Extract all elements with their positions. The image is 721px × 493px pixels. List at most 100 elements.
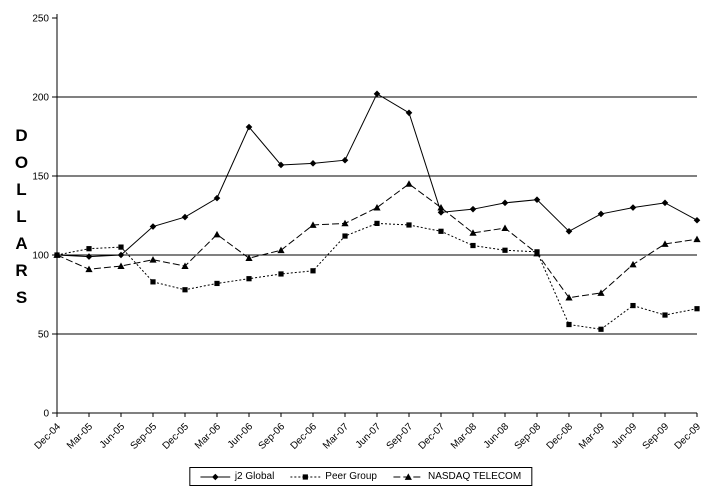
marker-triangle-nasdaq-telecom [149, 256, 157, 263]
marker-triangle-nasdaq-telecom [629, 260, 637, 268]
marker-square-peer-group [302, 473, 308, 480]
y-tick-label: 200 [32, 93, 49, 104]
x-tick-label: Jun-05 [98, 421, 128, 451]
x-tick-label: Dec-07 [417, 421, 448, 452]
marker-square-peer-group [246, 276, 252, 282]
y-tick-label: 50 [38, 330, 50, 341]
x-tick-label: Mar-05 [65, 421, 95, 451]
x-tick-label: Sep-07 [385, 421, 416, 452]
marker-diamond-j2-global [693, 216, 701, 224]
legend-triangle-icon [393, 472, 423, 480]
y-tick-label: 250 [32, 14, 49, 25]
marker-triangle-nasdaq-telecom [117, 262, 125, 269]
series-line-peer-group [56, 222, 698, 330]
marker-square-peer-group [150, 279, 156, 285]
marker-diamond-j2-global [405, 109, 413, 117]
marker-triangle-nasdaq-telecom [85, 265, 93, 273]
x-tick-label: Sep-09 [641, 421, 672, 452]
x-tick-label: Dec-04 [33, 421, 64, 452]
legend-item-nasdaq-telecom: NASDAQ TELECOM [393, 471, 521, 482]
marker-diamond-j2-global [213, 194, 221, 202]
chart-legend: j2 Global Peer Group NASDAQ TELECOM [188, 467, 533, 486]
marker-triangle-nasdaq-telecom [181, 262, 189, 269]
marker-square-peer-group [310, 268, 316, 274]
marker-diamond-j2-global [341, 156, 349, 164]
legend-label: j2 Global [234, 471, 275, 482]
legend-square-icon [290, 473, 321, 480]
marker-triangle-nasdaq-telecom [565, 294, 573, 301]
marker-square-peer-group [630, 302, 636, 309]
marker-diamond-j2-global [309, 160, 317, 167]
marker-diamond-j2-global [533, 196, 541, 203]
series-line-nasdaq-telecom [56, 183, 698, 299]
y-tick-label: 100 [32, 251, 49, 262]
marker-diamond-j2-global [661, 199, 669, 207]
marker-square-peer-group [278, 271, 284, 277]
marker-diamond-j2-global [181, 213, 189, 221]
marker-diamond-j2-global [211, 473, 219, 480]
marker-triangle-nasdaq-telecom [245, 254, 253, 262]
x-tick-label: Mar-07 [321, 421, 351, 451]
marker-triangle-nasdaq-telecom [533, 249, 541, 257]
marker-square-peer-group [214, 280, 220, 287]
marker-diamond-j2-global [565, 228, 573, 235]
marker-triangle-nasdaq-telecom [437, 204, 445, 211]
legend-item-j2-global: j2 Global [199, 471, 275, 482]
marker-square-peer-group [662, 312, 668, 318]
y-tick-label: 150 [32, 172, 49, 183]
marker-triangle-nasdaq-telecom [597, 289, 605, 296]
marker-square-peer-group [342, 233, 348, 239]
marker-diamond-j2-global [245, 123, 253, 131]
x-tick-label: Jun-07 [354, 421, 384, 451]
x-tick-label: Jun-09 [610, 421, 640, 451]
x-tick-label: Mar-06 [193, 421, 223, 451]
x-tick-label: Dec-05 [161, 421, 192, 452]
marker-triangle-nasdaq-telecom [405, 180, 413, 187]
x-tick-label: Sep-06 [257, 421, 288, 452]
marker-diamond-j2-global [469, 205, 477, 213]
legend-label: NASDAQ TELECOM [428, 471, 522, 482]
marker-square-peer-group [470, 242, 476, 249]
marker-triangle-nasdaq-telecom [373, 204, 381, 211]
x-tick-label: Mar-09 [577, 421, 607, 451]
x-tick-label: Dec-06 [289, 421, 320, 452]
legend-diamond-icon [199, 473, 230, 480]
marker-square-peer-group [694, 306, 700, 312]
marker-square-peer-group [118, 244, 124, 250]
x-tick-label: Jun-06 [226, 421, 256, 451]
marker-diamond-j2-global [437, 209, 445, 216]
marker-diamond-j2-global [117, 251, 125, 259]
marker-diamond-j2-global [277, 161, 285, 169]
marker-square-peer-group [406, 222, 412, 228]
marker-triangle-nasdaq-telecom [693, 235, 701, 243]
series-line-j2-global [56, 93, 698, 258]
marker-triangle-nasdaq-telecom [277, 246, 285, 254]
x-tick-label: Sep-05 [129, 421, 160, 452]
x-tick-label: Dec-09 [673, 421, 704, 452]
marker-diamond-j2-global [629, 204, 637, 211]
legend-label: Peer Group [325, 471, 377, 482]
marker-triangle-nasdaq-telecom [213, 230, 221, 238]
marker-square-peer-group [598, 326, 604, 332]
marker-triangle-nasdaq-telecom [501, 224, 509, 232]
x-tick-label: Sep-08 [513, 421, 544, 452]
marker-triangle-nasdaq-telecom [53, 251, 61, 258]
marker-diamond-j2-global [373, 90, 381, 98]
marker-triangle-nasdaq-telecom [309, 221, 317, 228]
marker-diamond-j2-global [501, 199, 509, 207]
y-axis-title: DOLLARS [12, 126, 31, 315]
x-tick-label: Dec-08 [545, 421, 576, 452]
marker-square-peer-group [502, 247, 508, 253]
marker-diamond-j2-global [85, 253, 93, 260]
marker-triangle-nasdaq-telecom [469, 229, 477, 236]
marker-square-peer-group [374, 220, 380, 226]
marker-square-peer-group [86, 246, 92, 252]
marker-diamond-j2-global [149, 223, 157, 230]
marker-square-peer-group [182, 287, 188, 293]
y-tick-label: 0 [43, 409, 49, 420]
marker-square-peer-group [566, 321, 572, 328]
marker-triangle-nasdaq-telecom [404, 472, 412, 480]
marker-triangle-nasdaq-telecom [341, 219, 349, 227]
